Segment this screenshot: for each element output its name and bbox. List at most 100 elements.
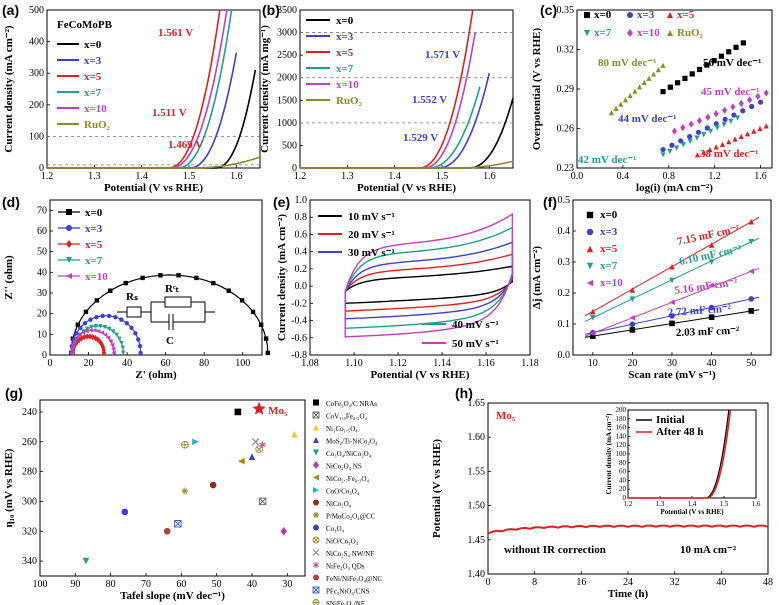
y-tick-label: 1.45	[468, 535, 486, 546]
data-point	[744, 131, 751, 137]
data-point	[734, 115, 741, 121]
data-point	[675, 80, 681, 86]
y-tick-label: -0.8	[291, 350, 307, 361]
legend-label: 10 mV s⁻¹	[348, 211, 395, 223]
legend-label: FeNi/NiFe₂O₄@NC	[326, 575, 382, 583]
x-tick-label: 50	[746, 358, 756, 369]
y-tick-label: 400	[29, 37, 44, 48]
data-point	[84, 328, 89, 334]
data-point	[117, 336, 122, 341]
data-point	[129, 325, 134, 331]
x-tick-label: 1.6	[230, 171, 243, 182]
data-point	[238, 457, 245, 465]
x-axis-label: Potential (V vs RHE)	[104, 182, 203, 194]
data-point	[701, 132, 707, 138]
legend-marker	[312, 549, 320, 556]
data-point	[636, 84, 643, 90]
legend-label: x=3	[637, 9, 655, 21]
data-point	[78, 325, 83, 331]
inset-y-tick-label: 0	[623, 494, 627, 502]
data-point	[763, 89, 769, 97]
legend-marker	[586, 262, 594, 270]
x-tick-label: 1.4	[388, 171, 401, 182]
data-point	[133, 331, 138, 336]
data-point	[688, 120, 694, 128]
data-point	[192, 438, 199, 446]
legend-marker	[586, 228, 594, 236]
data-point	[121, 508, 129, 516]
data-point	[101, 349, 107, 357]
legend-label: CoFe₂O₄/C NRAs	[326, 400, 377, 408]
legend-label: 50 mV s⁻¹	[452, 338, 499, 350]
data-point	[730, 103, 736, 111]
data-point	[121, 350, 126, 356]
x-tick-label: 0	[48, 358, 53, 369]
data-point	[258, 322, 264, 327]
data-point	[158, 273, 163, 278]
y-tick-label: 0.35	[557, 5, 575, 16]
data-point	[211, 280, 216, 286]
series-line	[47, 9, 221, 169]
x-tick-label: 1.2	[294, 171, 307, 182]
series-line	[300, 160, 514, 169]
data-point	[646, 75, 652, 81]
data-point	[113, 314, 118, 320]
series-line	[300, 73, 491, 169]
x-axis-label: Potential (V vs RHE)	[357, 182, 456, 194]
series-line	[47, 52, 238, 169]
inset-x-tick-label: 1.2	[624, 500, 633, 508]
legend-label: x=0	[85, 207, 103, 219]
y-tick-label: 1.55	[468, 466, 486, 477]
legend-marker	[66, 209, 72, 215]
data-point	[80, 330, 86, 335]
inset-y-tick-label: 40	[619, 476, 627, 484]
inset-y-tick-label: 140	[616, 432, 627, 440]
data-point	[721, 122, 727, 128]
x-tick-label: 40	[707, 358, 717, 369]
data-point	[718, 53, 725, 59]
data-point	[748, 296, 754, 302]
x-tick-label: 10	[588, 358, 598, 369]
legend-label: x=3	[600, 226, 618, 238]
data-point	[96, 328, 101, 334]
slope-label: 56 mV dec⁻¹	[703, 57, 761, 69]
slope-label: 38 mV dec⁻¹	[700, 148, 758, 160]
x-tick-label: 1.4	[135, 171, 148, 182]
cv-loop	[344, 253, 514, 312]
y-tick-label: 2500	[277, 50, 297, 61]
data-point	[618, 101, 624, 107]
data-point	[708, 314, 715, 320]
data-point	[660, 62, 666, 68]
data-point	[590, 330, 596, 337]
y-tick-label: 1.40	[468, 569, 486, 580]
x-axis-label: Time (h)	[608, 588, 649, 600]
resistor-rs	[126, 306, 142, 318]
circuit-wires	[117, 301, 215, 330]
legend-label: RuO₂	[84, 119, 111, 131]
legend-marker	[312, 599, 320, 605]
legend-marker	[313, 399, 319, 406]
legend-marker	[313, 524, 319, 531]
legend-marker	[313, 487, 319, 493]
inset-x-tick-label: 1.3	[656, 500, 665, 508]
data-point	[680, 124, 686, 132]
x-tick-label: 1.12	[389, 358, 407, 369]
panel-label: (h)	[455, 385, 473, 401]
data-point	[111, 350, 116, 356]
legend-label: SNiFe₂O₄/NF	[326, 600, 365, 605]
slope-label: 80 mV dec⁻¹	[598, 57, 656, 69]
legend-label: Co₃O₄/NiCo₂O₄	[326, 450, 372, 458]
data-point	[629, 321, 636, 328]
legend-marker	[627, 29, 633, 37]
data-point	[748, 218, 754, 225]
plot-frame	[49, 199, 263, 356]
data-point	[84, 326, 90, 332]
inset-legend-label: Initial	[656, 414, 685, 426]
data-point	[94, 314, 99, 320]
slope-label: 45 mV dec⁻¹	[701, 86, 759, 98]
data-point	[622, 97, 629, 103]
series-line	[47, 9, 233, 169]
data-point	[263, 336, 269, 341]
y-tick-label: 0	[39, 163, 44, 174]
panel-c: 0.0 0.4 0.8 1.2 1.6 0.23 0.26 0.29 0.32 0.35 log(i…	[531, 2, 773, 194]
